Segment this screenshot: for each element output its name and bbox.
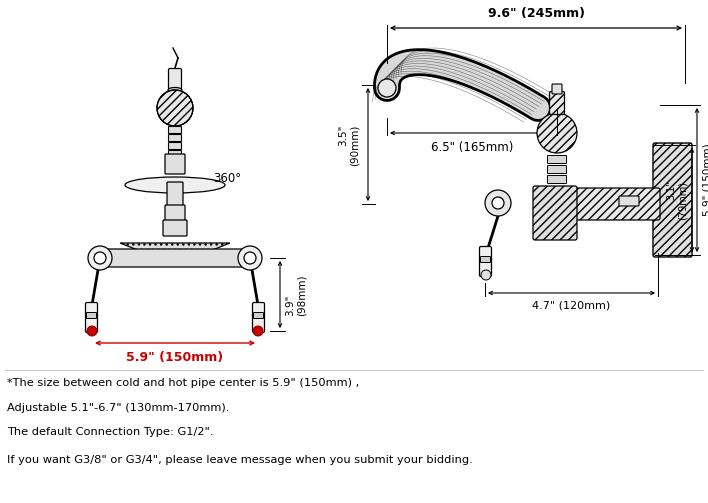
FancyBboxPatch shape <box>533 186 577 240</box>
FancyBboxPatch shape <box>549 92 564 115</box>
Text: 6.5" (165mm): 6.5" (165mm) <box>430 141 513 154</box>
Polygon shape <box>120 243 230 253</box>
FancyBboxPatch shape <box>93 249 257 267</box>
FancyBboxPatch shape <box>479 246 491 277</box>
Text: 3.5"
(90mm): 3.5" (90mm) <box>338 124 360 165</box>
Circle shape <box>244 252 256 264</box>
FancyBboxPatch shape <box>169 126 181 133</box>
Circle shape <box>157 90 193 126</box>
Circle shape <box>88 246 112 270</box>
FancyBboxPatch shape <box>169 134 181 141</box>
Ellipse shape <box>168 88 182 93</box>
Circle shape <box>87 326 97 336</box>
Text: 9.6" (245mm): 9.6" (245mm) <box>488 7 585 20</box>
FancyBboxPatch shape <box>253 302 265 332</box>
FancyBboxPatch shape <box>86 312 96 318</box>
Circle shape <box>94 252 106 264</box>
FancyBboxPatch shape <box>481 257 491 263</box>
Circle shape <box>253 326 263 336</box>
FancyBboxPatch shape <box>86 302 98 332</box>
Text: The default Connection Type: G1/2".: The default Connection Type: G1/2". <box>7 427 214 437</box>
FancyBboxPatch shape <box>169 150 181 157</box>
Text: 3.1"
(79mm): 3.1" (79mm) <box>666 181 688 219</box>
Text: 4.7" (120mm): 4.7" (120mm) <box>532 301 610 311</box>
FancyBboxPatch shape <box>619 196 639 206</box>
FancyBboxPatch shape <box>163 220 187 236</box>
Text: Adjustable 5.1"-6.7" (130mm-170mm).: Adjustable 5.1"-6.7" (130mm-170mm). <box>7 403 229 413</box>
FancyBboxPatch shape <box>169 68 181 90</box>
Text: 3.9"
(98mm): 3.9" (98mm) <box>285 274 307 316</box>
FancyBboxPatch shape <box>253 312 263 318</box>
FancyBboxPatch shape <box>165 205 185 224</box>
Circle shape <box>238 246 262 270</box>
Circle shape <box>485 190 511 216</box>
FancyBboxPatch shape <box>552 84 562 94</box>
FancyBboxPatch shape <box>547 155 566 163</box>
FancyBboxPatch shape <box>167 182 183 209</box>
FancyBboxPatch shape <box>547 165 566 174</box>
FancyBboxPatch shape <box>541 188 660 220</box>
FancyBboxPatch shape <box>547 176 566 184</box>
FancyBboxPatch shape <box>653 143 692 257</box>
Text: If you want G3/8" or G3/4", please leave message when you submit your bidding.: If you want G3/8" or G3/4", please leave… <box>7 455 473 465</box>
Circle shape <box>378 79 396 97</box>
Circle shape <box>492 197 504 209</box>
Ellipse shape <box>125 177 225 193</box>
Text: 5.9" (150mm): 5.9" (150mm) <box>127 351 224 364</box>
Text: 5.9" (150mm): 5.9" (150mm) <box>702 144 708 216</box>
FancyBboxPatch shape <box>165 154 185 174</box>
Text: *The size between cold and hot pipe center is 5.9" (150mm) ,: *The size between cold and hot pipe cent… <box>7 378 359 388</box>
Circle shape <box>537 113 577 153</box>
Text: 360°: 360° <box>213 172 241 185</box>
Circle shape <box>481 270 491 280</box>
FancyBboxPatch shape <box>169 142 181 149</box>
